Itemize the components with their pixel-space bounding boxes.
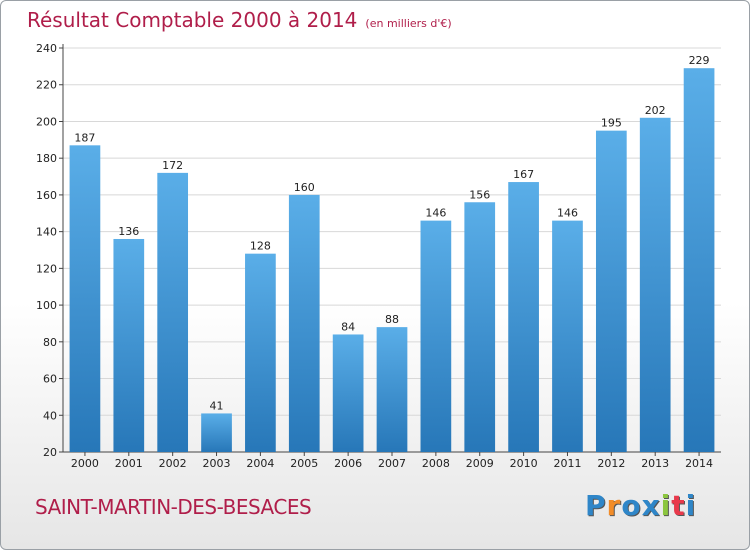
x-tick-label-2009: 2009 — [466, 457, 494, 470]
logo-letter: x — [641, 489, 661, 522]
proxiti-logo: Proxiti — [585, 489, 696, 522]
bar-2011 — [552, 220, 583, 452]
x-tick-label-2006: 2006 — [334, 457, 362, 470]
x-tick-label-2007: 2007 — [378, 457, 406, 470]
value-label-2000: 187 — [74, 131, 95, 144]
logo-letter: i — [660, 489, 672, 522]
x-tick-label-2011: 2011 — [553, 457, 581, 470]
logo-letter: r — [606, 489, 622, 522]
bar-2005 — [288, 194, 320, 452]
value-label-2009: 156 — [469, 188, 490, 201]
x-tick-label-2001: 2001 — [115, 457, 143, 470]
value-label-2006: 84 — [341, 320, 355, 333]
bar-2012 — [595, 130, 627, 453]
x-tick-label-2004: 2004 — [246, 457, 274, 470]
value-label-2008: 146 — [425, 207, 446, 220]
value-label-2011: 146 — [557, 207, 578, 220]
value-label-2005: 160 — [294, 181, 315, 194]
bar-2004 — [245, 253, 276, 452]
bar-2000 — [69, 145, 101, 452]
value-label-2007: 88 — [385, 313, 399, 326]
chart-title: Résultat Comptable 2000 à 2014 (en millie… — [27, 8, 452, 32]
bar-2001 — [113, 238, 145, 452]
x-tick-label-2003: 2003 — [203, 457, 231, 470]
x-tick-label-2014: 2014 — [685, 457, 713, 470]
label-layer: 187 136 172 41 128 160 84 88 146 156 167 146 195 202 2… — [74, 54, 709, 412]
y-tick-label: 140 — [36, 226, 57, 239]
logo-letter: t — [671, 489, 686, 522]
bar-2013 — [639, 117, 671, 453]
bar-2009 — [464, 202, 496, 452]
bar-2003 — [201, 413, 232, 452]
y-tick-label: 220 — [36, 79, 57, 92]
chart-unit: (en milliers d'€) — [365, 17, 452, 30]
value-label-2012: 195 — [601, 117, 622, 130]
x-tick-label-2010: 2010 — [510, 457, 538, 470]
value-label-2013: 202 — [645, 104, 666, 117]
bar-2010 — [508, 182, 539, 452]
bar-2002 — [157, 172, 189, 452]
y-tick-label: 160 — [36, 189, 57, 202]
y-tick-label: 100 — [36, 299, 57, 312]
y-tick-label: 40 — [43, 409, 57, 422]
x-tick-label-2000: 2000 — [71, 457, 99, 470]
x-tick-label-2008: 2008 — [422, 457, 450, 470]
value-label-2001: 136 — [118, 225, 139, 238]
y-tick-label: 180 — [36, 152, 57, 165]
x-tick-label-2012: 2012 — [597, 457, 625, 470]
value-label-2003: 41 — [210, 399, 224, 412]
bar-2014 — [683, 68, 715, 452]
bar-2007 — [376, 327, 408, 452]
value-label-2010: 167 — [513, 168, 534, 181]
bar-layer — [69, 68, 715, 453]
y-tick-label: 20 — [43, 446, 57, 459]
y-tick-label: 80 — [43, 336, 57, 349]
value-label-2002: 172 — [162, 159, 183, 172]
x-tick-label-2002: 2002 — [159, 457, 187, 470]
logo-letter: P — [585, 489, 607, 522]
value-label-2004: 128 — [250, 240, 271, 253]
x-tick-label-2013: 2013 — [641, 457, 669, 470]
x-tick-label-2005: 2005 — [290, 457, 318, 470]
y-tick-label: 240 — [36, 42, 57, 55]
y-tick-label: 120 — [36, 262, 57, 275]
logo-letter: o — [621, 489, 642, 522]
commune-name: SAINT-MARTIN-DES-BESACES — [35, 495, 312, 519]
y-tick-label: 200 — [36, 115, 57, 128]
value-label-2014: 229 — [689, 54, 710, 67]
y-tick-label: 60 — [43, 373, 57, 386]
bar-2006 — [332, 334, 364, 452]
bar-2008 — [420, 220, 452, 452]
logo-letter: i — [685, 489, 697, 522]
chart-title-text: Résultat Comptable 2000 à 2014 — [27, 8, 358, 32]
